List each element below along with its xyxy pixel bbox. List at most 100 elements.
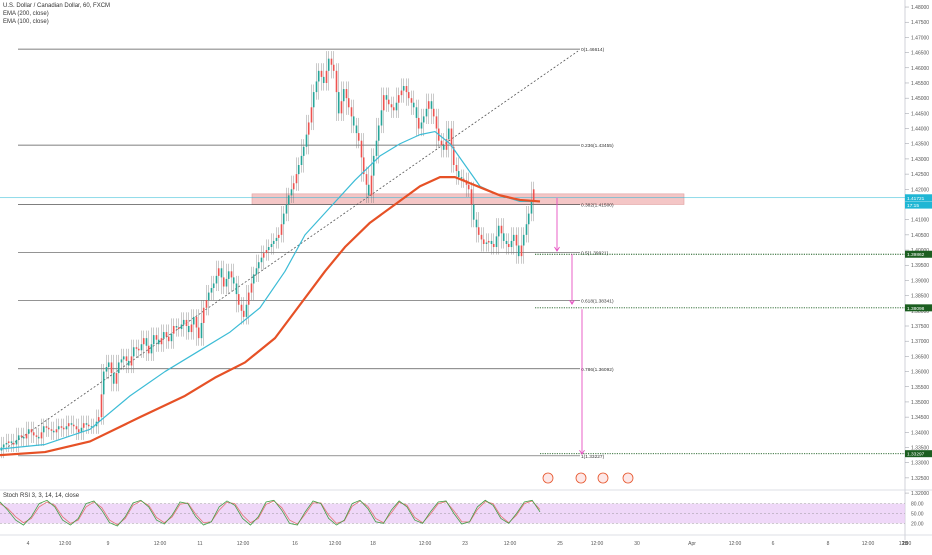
candle-body xyxy=(515,234,518,246)
x-tick-label: 12:00 xyxy=(237,541,250,547)
chart-legend: U.S. Dollar / Canadian Dollar, 60, FXCM … xyxy=(3,2,110,26)
indicator-ema100-label: EMA (100, close) xyxy=(3,19,49,25)
economic-event-icon xyxy=(597,472,609,484)
y-tick-label: 1.48000 xyxy=(911,5,929,11)
candle-body xyxy=(270,243,273,248)
candle-body xyxy=(50,429,53,431)
economic-event-icon xyxy=(622,472,634,484)
candle-body xyxy=(12,442,15,445)
candle-body xyxy=(285,204,288,214)
x-tick-label: 12:00 xyxy=(419,541,432,547)
candle-body xyxy=(340,101,343,114)
candle-body xyxy=(242,310,245,317)
candle-body xyxy=(187,326,190,333)
economic-event-icon xyxy=(542,472,554,484)
y-tick-label: 1.47000 xyxy=(911,35,929,41)
economic-event-icon xyxy=(575,472,587,484)
projection-arrowhead xyxy=(569,299,575,305)
candle-body xyxy=(272,240,275,244)
candle-body xyxy=(172,326,175,334)
candle-body xyxy=(7,441,10,443)
candle-body xyxy=(315,81,318,93)
candle-body xyxy=(27,429,30,434)
fib-level-label: 0.382(1.41500) xyxy=(581,202,614,208)
candle-body xyxy=(312,92,315,108)
candle-body xyxy=(440,140,443,146)
price-label-box xyxy=(905,201,932,209)
y-tick-label: 1.47500 xyxy=(911,20,929,26)
candle-body xyxy=(87,424,90,427)
fib-level-label: 0(1.46614) xyxy=(581,47,605,53)
candle-body xyxy=(55,429,58,433)
x-tick-label: 25 xyxy=(557,541,563,547)
candle-body xyxy=(150,344,153,354)
candle-body xyxy=(167,336,170,342)
candle-body xyxy=(460,177,463,179)
y-tick-label: 1.39500 xyxy=(911,263,929,269)
candle-body xyxy=(377,125,380,141)
candle-body xyxy=(255,268,258,275)
candle-body xyxy=(130,356,133,366)
candle-body xyxy=(487,240,490,243)
y-tick-label: 1.34000 xyxy=(911,430,929,436)
candle-body xyxy=(462,178,465,181)
y-tick-label: 1.46000 xyxy=(911,66,929,72)
candle-body xyxy=(382,95,385,111)
candle-body xyxy=(282,213,285,225)
x-tick-label: 20 xyxy=(902,541,908,547)
candle-body xyxy=(75,426,78,430)
x-tick-label: 30 xyxy=(634,541,640,547)
candle-body xyxy=(492,243,495,248)
candle-body xyxy=(137,348,140,351)
x-tick-label: 12:00 xyxy=(329,541,342,547)
candle-body xyxy=(450,128,453,147)
x-tick-label: Apr xyxy=(688,541,696,547)
candle-body xyxy=(30,429,33,433)
y-tick-label: 1.39000 xyxy=(911,278,929,284)
candle-body xyxy=(360,140,363,158)
candle-body xyxy=(165,332,168,337)
candle-body xyxy=(427,101,430,109)
y-tick-label: 1.38500 xyxy=(911,294,929,300)
candle-body xyxy=(292,183,295,190)
candle-body xyxy=(200,322,203,339)
candle-body xyxy=(412,102,415,108)
candle-body xyxy=(57,426,60,430)
x-tick-label: 16 xyxy=(292,541,298,547)
candle-body xyxy=(295,174,298,184)
y-tick-label: 1.44500 xyxy=(911,111,929,117)
candle-body xyxy=(222,277,225,287)
candle-body xyxy=(117,362,120,374)
candle-body xyxy=(40,432,43,439)
candle-body xyxy=(115,373,118,384)
candle-body xyxy=(305,134,308,147)
candle-body xyxy=(25,433,28,439)
candle-body xyxy=(90,426,93,428)
supply-zone xyxy=(251,193,685,205)
candle-body xyxy=(470,189,473,205)
x-tick-label: 12:00 xyxy=(591,541,604,547)
candle-body xyxy=(407,92,410,99)
y-tick-label: 1.33500 xyxy=(911,446,929,452)
x-tick-label: 12:00 xyxy=(154,541,167,547)
candle-body xyxy=(240,304,243,311)
candle-body xyxy=(320,70,323,77)
candle-body xyxy=(60,426,63,428)
candle-body xyxy=(202,307,205,323)
candle-body xyxy=(267,247,270,251)
candle-body xyxy=(125,356,128,361)
candle-body xyxy=(430,101,433,109)
candle-body xyxy=(375,140,378,156)
x-tick-label: 18 xyxy=(370,541,376,547)
candle-body xyxy=(67,423,70,427)
candle-body xyxy=(275,237,278,241)
y-tick-label: 1.36000 xyxy=(911,370,929,376)
candle-body xyxy=(190,324,193,333)
candle-body xyxy=(15,439,18,445)
candle-body xyxy=(480,234,483,240)
candle-body xyxy=(45,426,48,428)
candle-body xyxy=(217,268,220,276)
candle-body xyxy=(447,128,450,140)
candle-body xyxy=(372,155,375,176)
candle-body xyxy=(157,339,160,345)
